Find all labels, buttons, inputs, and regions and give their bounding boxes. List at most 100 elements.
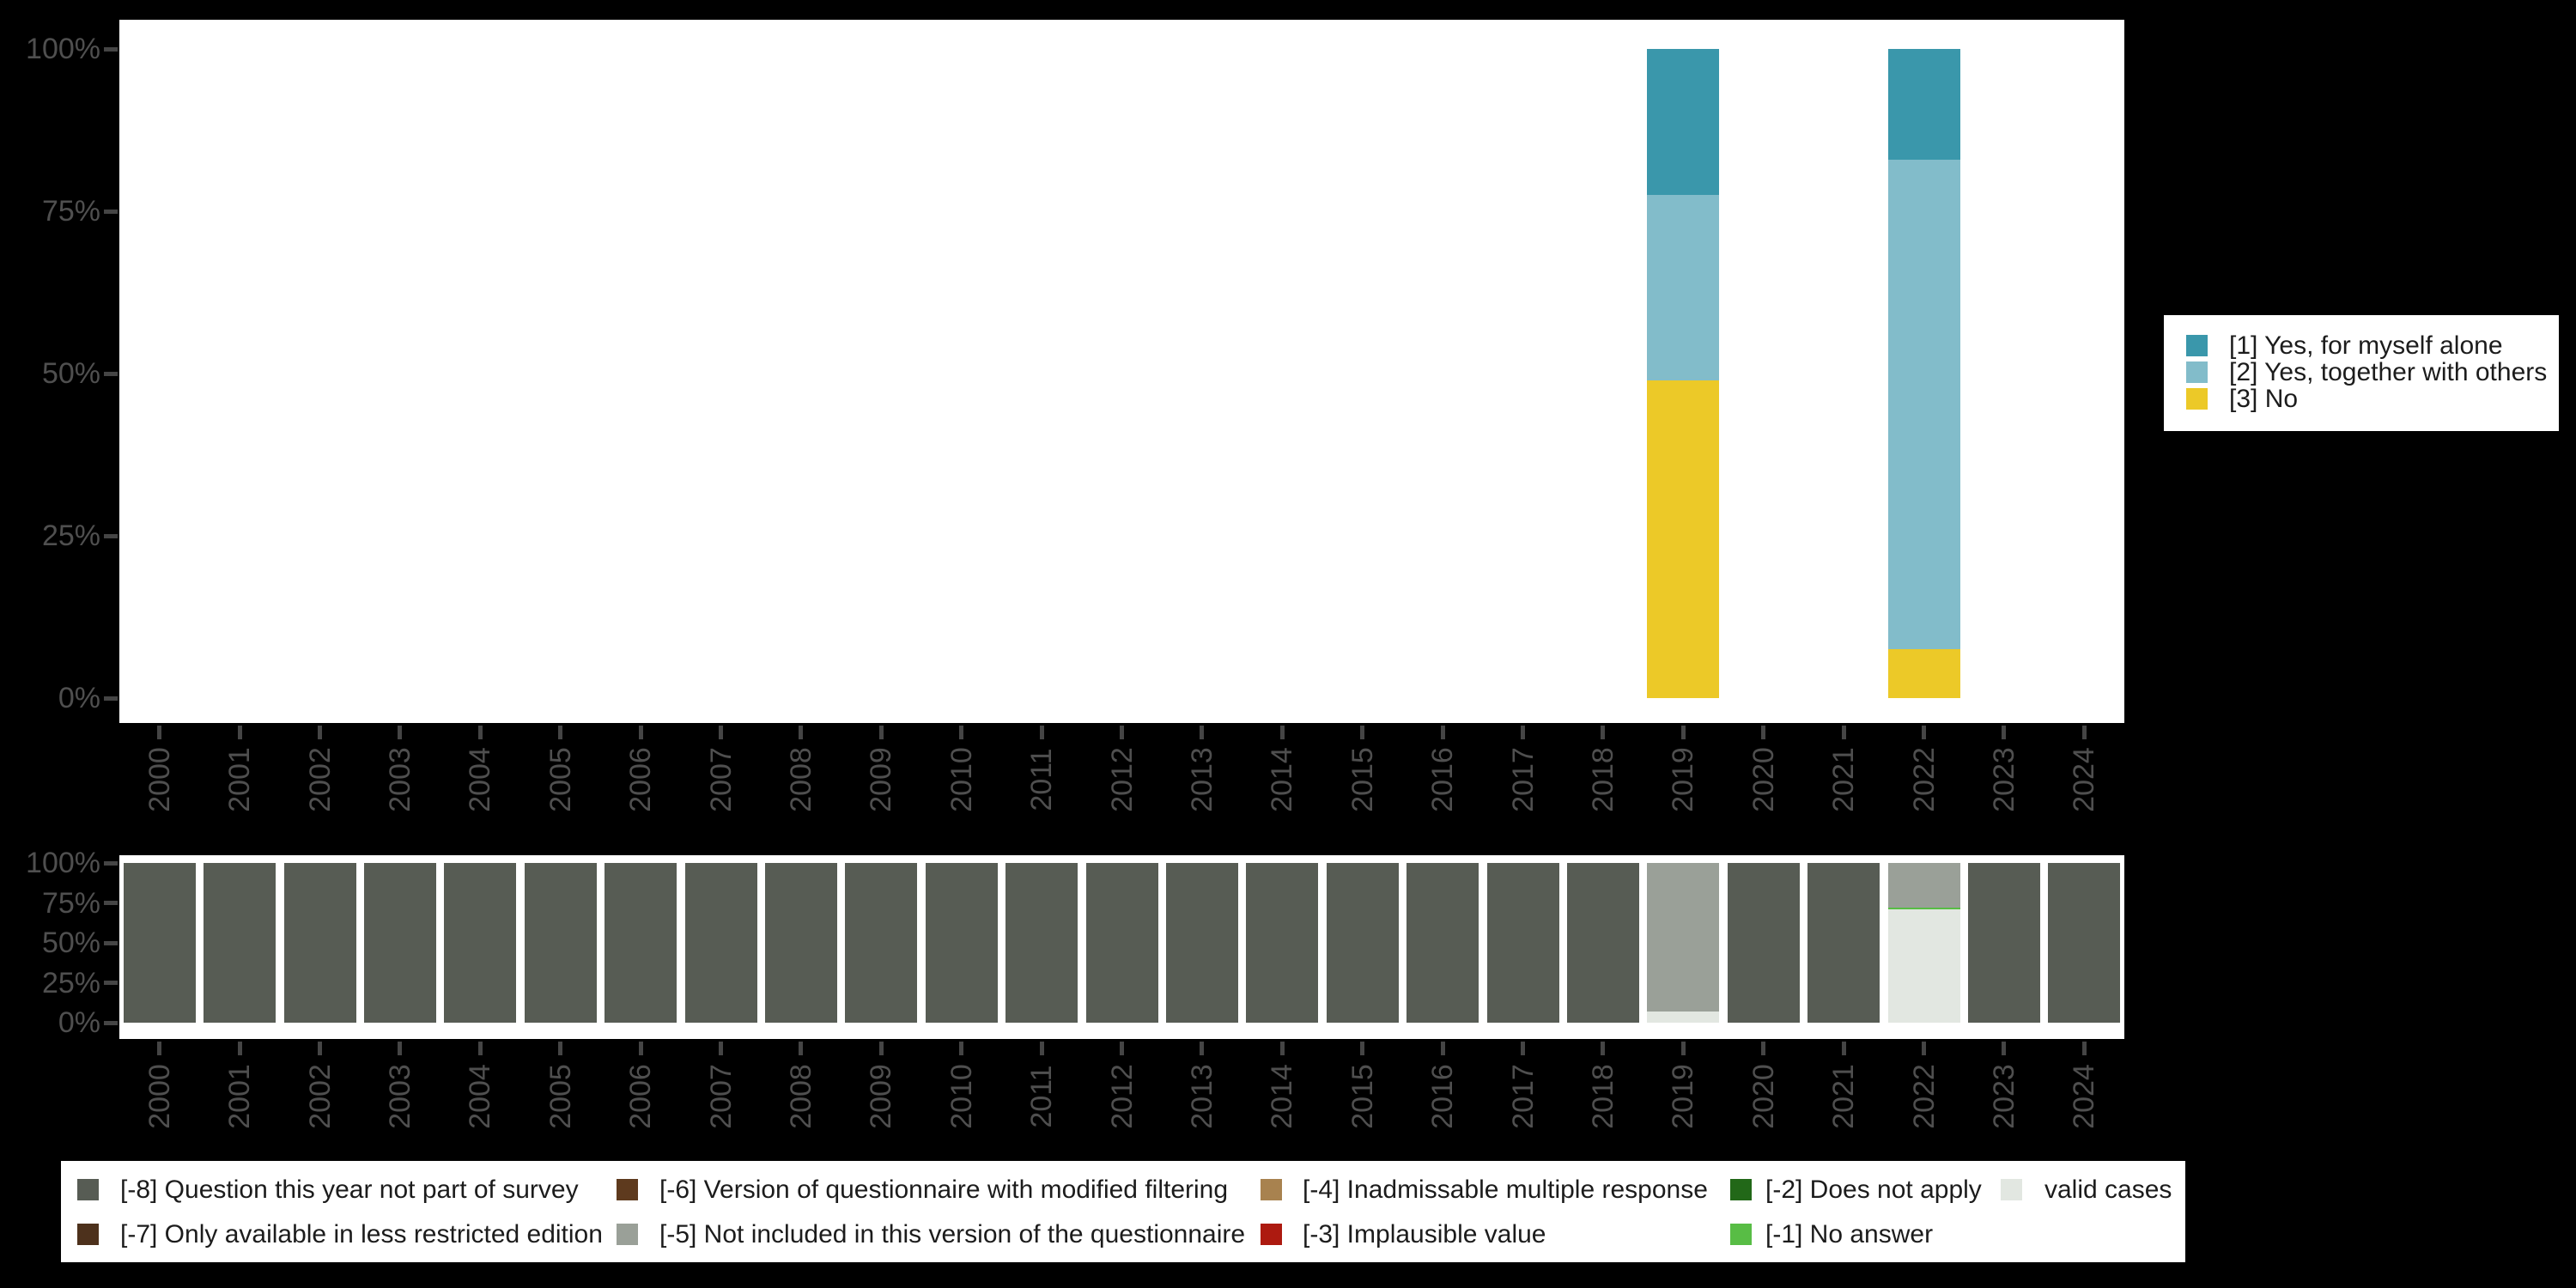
x-axis-tick xyxy=(1279,726,1285,739)
x-axis-tick xyxy=(1841,1042,1846,1055)
x-axis-tick xyxy=(2081,1042,2087,1055)
bar-segment xyxy=(1326,863,1399,1023)
y-axis-tick xyxy=(104,860,118,866)
bar-segment xyxy=(204,863,276,1023)
bar-segment xyxy=(1647,195,1720,380)
category-legend: [1] Yes, for myself alone [2] Yes, togeth… xyxy=(2164,315,2559,431)
x-axis-year-label: 2012 xyxy=(1105,1064,1139,1129)
x-axis-tick xyxy=(1601,726,1606,739)
top-chart-plot xyxy=(119,20,2124,723)
legend-swatch xyxy=(77,1179,99,1200)
x-axis-year-label: 2001 xyxy=(223,1064,257,1129)
bar-segment xyxy=(283,863,356,1023)
y-axis-tick xyxy=(104,696,118,701)
missing-values-legend: [-8] Question this year not part of surv… xyxy=(61,1161,2185,1262)
bar-segment xyxy=(1647,380,1720,698)
legend-swatch xyxy=(617,1179,638,1200)
x-axis-year-label: 2000 xyxy=(143,747,176,812)
x-axis-tick xyxy=(398,726,403,739)
x-axis-tick xyxy=(477,726,483,739)
bar-segment xyxy=(845,863,918,1023)
y-axis-tick xyxy=(104,371,118,376)
x-axis-year-label: 2004 xyxy=(464,747,497,812)
x-axis-year-label: 2006 xyxy=(624,1064,658,1129)
x-axis-tick xyxy=(719,726,723,739)
bar-segment xyxy=(1406,863,1479,1023)
x-axis-year-label: 2005 xyxy=(544,747,577,812)
legend-label: [-3] Implausible value xyxy=(1303,1220,1546,1249)
x-axis-year-label: 2002 xyxy=(303,1064,337,1129)
bar-segment xyxy=(2048,863,2121,1023)
y-axis-label: 50% xyxy=(41,927,100,959)
bar-segment xyxy=(1165,863,1238,1023)
legend-swatch xyxy=(77,1224,99,1245)
y-axis-tick xyxy=(104,209,118,214)
x-axis-year-label: 2015 xyxy=(1346,747,1379,812)
x-axis-year-label: 2007 xyxy=(704,1064,738,1129)
bar-segment xyxy=(1807,863,1880,1023)
bar-segment xyxy=(1647,49,1720,196)
x-axis-tick xyxy=(1521,1042,1525,1055)
bar-segment xyxy=(1727,863,1800,1023)
x-axis-tick xyxy=(318,1042,322,1055)
legend-label: [3] No xyxy=(2229,385,2299,413)
legend-label: [-6] Version of questionnaire with modif… xyxy=(659,1176,1229,1204)
x-axis-year-label: 2023 xyxy=(1987,1064,2020,1129)
x-axis-tick xyxy=(1841,726,1846,739)
bar-segment xyxy=(1887,908,1960,909)
legend-swatch xyxy=(2001,1179,2022,1200)
y-axis-tick xyxy=(104,981,118,985)
legend-label: [-4] Inadmissable multiple response xyxy=(1303,1176,1708,1204)
x-axis-year-label: 2018 xyxy=(1586,1064,1619,1129)
x-axis-year-label: 2011 xyxy=(1025,748,1059,811)
x-axis-year-label: 2019 xyxy=(1667,1064,1700,1129)
x-axis-tick xyxy=(638,1042,643,1055)
x-axis-year-label: 2014 xyxy=(1266,747,1299,812)
x-axis-year-label: 2010 xyxy=(945,747,978,812)
x-axis-tick xyxy=(237,726,242,739)
bar-segment xyxy=(1887,908,1960,1023)
x-axis-year-label: 2012 xyxy=(1105,747,1139,812)
x-axis-year-label: 2013 xyxy=(1185,747,1218,812)
bar-segment xyxy=(1967,863,2040,1023)
legend-swatch xyxy=(2186,361,2208,383)
x-axis-year-label: 2024 xyxy=(2068,747,2101,812)
x-axis-year-label: 2010 xyxy=(945,1064,978,1129)
legend-swatch xyxy=(1730,1224,1752,1245)
x-axis-year-label: 2009 xyxy=(865,747,898,812)
x-axis-year-label: 2024 xyxy=(2068,1064,2101,1129)
x-axis-tick xyxy=(558,1042,563,1055)
x-axis-tick xyxy=(1761,726,1766,739)
bar-segment xyxy=(1887,159,1960,650)
x-axis-tick xyxy=(1601,1042,1606,1055)
legend-swatch xyxy=(2186,388,2208,410)
y-axis-label: 75% xyxy=(41,886,100,920)
x-axis-tick xyxy=(1120,726,1124,739)
bar-segment xyxy=(605,863,677,1023)
x-axis-tick xyxy=(1279,1042,1285,1055)
x-axis-year-label: 2008 xyxy=(784,747,817,812)
x-axis-tick xyxy=(398,1042,403,1055)
x-axis-tick xyxy=(1120,1042,1124,1055)
bar-segment xyxy=(1486,863,1559,1023)
x-axis-tick xyxy=(878,726,884,739)
x-axis-tick xyxy=(959,1042,964,1055)
bar-segment xyxy=(123,863,196,1023)
x-axis-tick xyxy=(959,726,964,739)
x-axis-tick xyxy=(799,726,804,739)
x-axis-year-label: 2008 xyxy=(784,1064,817,1129)
x-axis-year-label: 2002 xyxy=(303,747,337,812)
x-axis-year-label: 2016 xyxy=(1426,747,1460,812)
x-axis-tick xyxy=(719,1042,723,1055)
y-axis-label: 50% xyxy=(41,357,100,390)
bar-segment xyxy=(764,863,837,1023)
x-axis-tick xyxy=(477,1042,483,1055)
x-axis-year-label: 2017 xyxy=(1506,1064,1540,1129)
legend-label: [-5] Not included in this version of the… xyxy=(659,1220,1246,1249)
x-axis-tick xyxy=(237,1042,242,1055)
legend-label: [-1] No answer xyxy=(1765,1220,1934,1249)
x-axis-year-label: 2005 xyxy=(544,1064,577,1129)
legend-label: valid cases xyxy=(2044,1176,2172,1204)
x-axis-year-label: 2003 xyxy=(383,1064,416,1129)
